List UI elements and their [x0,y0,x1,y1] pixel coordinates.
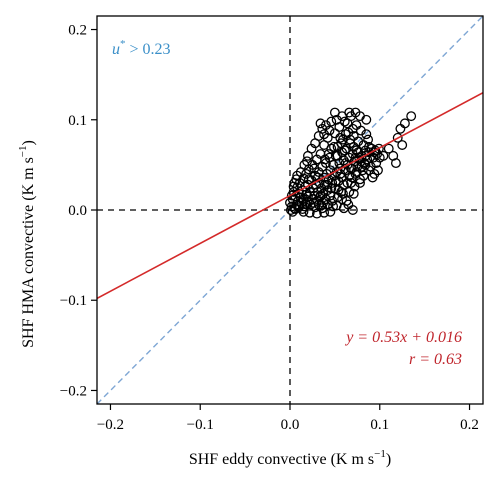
data-point [309,190,320,201]
data-point [357,165,368,176]
data-point [327,196,338,206]
filter-annotation: u* > 0.23 [112,38,171,58]
fit-equation-annotation: y = 0.53x + 0.016 [344,329,462,346]
plot-area [97,16,483,404]
data-point [302,156,313,167]
data-point [347,205,358,215]
data-point [383,143,394,154]
data-point [318,197,329,208]
data-point [361,129,372,140]
data-point [291,174,302,185]
data-point [319,129,330,140]
data-point [292,170,303,181]
data-point [317,123,328,134]
data-point [326,143,337,154]
x-tick-label: 0.0 [281,417,300,433]
data-point [397,140,408,150]
data-point [309,163,320,174]
fit-r-annotation: r = 0.63 [409,351,462,368]
data-point [373,165,383,176]
data-point [369,168,380,179]
data-point [399,118,410,129]
data-point [329,107,340,118]
data-point [390,158,401,169]
x-axis-label: SHF eddy convective (K m s−1) [189,448,391,468]
data-point [345,134,356,145]
data-point [344,187,355,197]
data-point [347,123,358,134]
x-tick-label: 0.1 [370,417,389,433]
data-point [355,111,365,122]
data-point [373,143,384,154]
data-point [326,116,337,127]
y-tick-label: 0.0 [68,203,87,219]
data-point [395,123,406,134]
data-point [342,118,353,129]
y-axis-label: SHF HMA convective (K m s−1) [17,140,37,348]
data-point [363,134,374,145]
data-point [303,174,314,185]
data-point [360,150,371,161]
x-tick-label: 0.2 [460,417,479,433]
data-point [332,150,343,161]
x-tick-label: −0.2 [97,417,124,433]
data-point [378,150,389,161]
data-point [337,194,348,205]
y-tick-label: −0.2 [60,383,87,399]
data-point [311,208,322,219]
data-point [301,199,312,210]
y-tick-label: 0.1 [68,113,87,129]
data-point [329,141,339,152]
data-point [312,172,323,183]
data-point [320,154,330,165]
data-point [315,118,326,129]
data-point [329,128,340,139]
data-point [346,163,356,174]
y-tick-label: 0.2 [68,23,87,39]
data-point [392,132,403,143]
data-point [326,183,337,194]
data-point [308,197,319,208]
data-point [364,141,374,152]
data-point [322,132,333,143]
regression-line [97,92,483,300]
data-point [406,111,417,122]
data-point [286,190,297,201]
axes-layer: −0.2 −0.1 0.0 0.1 0.2 −0.2 −0.1 0.0 0.1 0.2 [60,15,484,433]
y-tick-label: −0.1 [60,293,87,309]
data-point [348,188,359,199]
data-point [330,176,341,187]
data-point [325,190,336,201]
x-tick-label: −0.1 [187,417,214,433]
data-point [319,207,330,218]
data-point [338,188,348,199]
